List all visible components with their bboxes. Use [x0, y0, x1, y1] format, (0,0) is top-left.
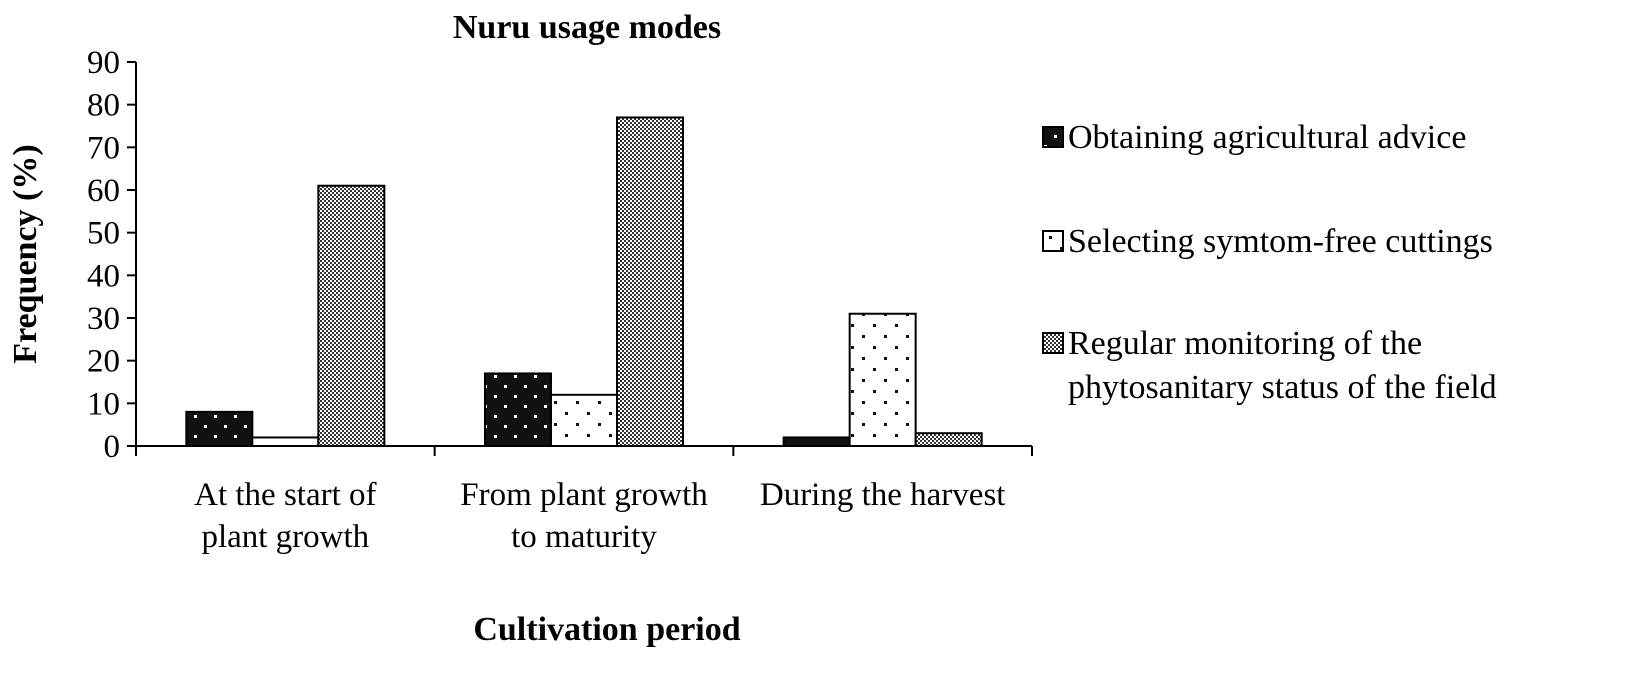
y-tick-label: 20	[87, 344, 120, 380]
bar	[782, 436, 851, 448]
y-tick-label: 30	[87, 301, 120, 337]
legend-swatch	[1042, 126, 1064, 148]
y-tick-label: 40	[87, 258, 120, 294]
legend-item-label: phytosanitary status of the field	[1068, 369, 1497, 406]
chart-title: Nuru usage modes	[453, 9, 721, 46]
x-category-label: During the harvest	[760, 477, 1006, 513]
x-category-label: At the start of	[194, 477, 376, 513]
x-category-label: to maturity	[511, 519, 657, 555]
legend-item-label: Obtaining agricultural advice	[1068, 119, 1466, 156]
x-axis-label: Cultivation period	[473, 611, 740, 648]
x-category-label: From plant growth	[460, 477, 708, 513]
y-tick-label: 60	[87, 173, 120, 209]
x-category-label: plant growth	[201, 519, 369, 555]
y-tick-label: 90	[87, 45, 120, 81]
legend-swatch	[1042, 332, 1064, 354]
y-tick-label: 80	[87, 88, 120, 124]
bar	[484, 372, 552, 448]
legend-item-label: Selecting symtom-free cuttings	[1068, 223, 1493, 260]
plot-area: 0 10 20 30 40 50 60 70 80 90 At the start of plant …	[87, 45, 1033, 555]
y-tick-label: 0	[104, 429, 121, 465]
bar	[251, 436, 320, 448]
legend-swatch	[1042, 230, 1064, 252]
bar	[550, 393, 618, 447]
legend: Obtaining agricultural advice Selecting s…	[1042, 119, 1497, 406]
y-tick-label: 70	[87, 130, 120, 166]
bar	[914, 432, 983, 448]
bar	[185, 410, 254, 448]
y-axis-label: Frequency (%)	[7, 144, 44, 363]
y-tick-label: 50	[87, 216, 120, 252]
legend-item-label: Regular monitoring of the	[1068, 325, 1422, 362]
y-tick-label: 10	[87, 386, 120, 422]
bar	[317, 184, 386, 447]
bar	[616, 116, 684, 447]
bar	[848, 312, 917, 447]
